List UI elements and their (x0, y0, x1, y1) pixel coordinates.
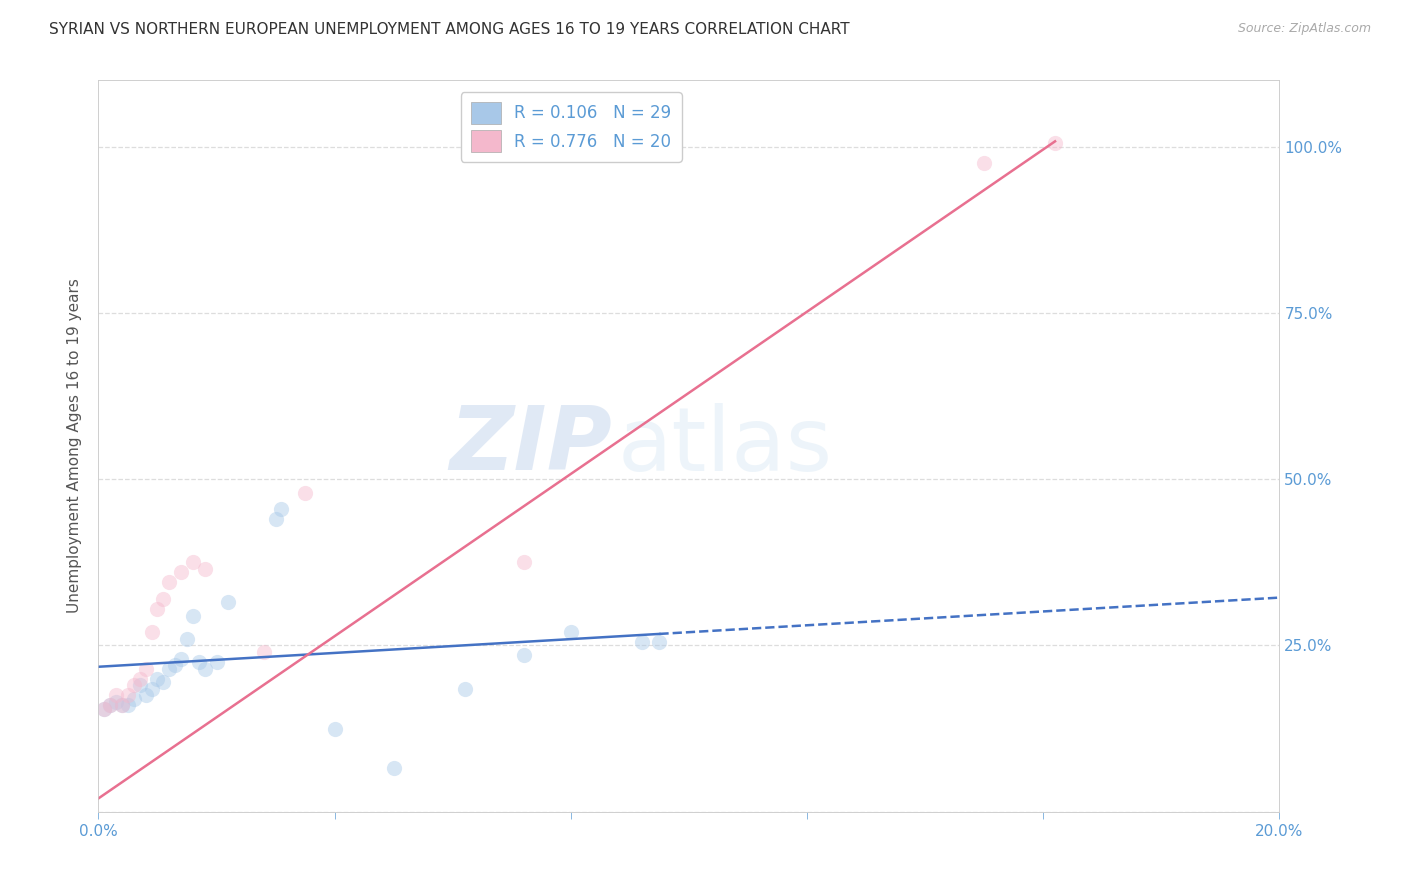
Point (253, 645, 276, 659)
Point (122, 678, 145, 692)
Point (157, 662, 180, 676)
Point (117, 689, 139, 703)
Point (141, 681, 163, 696)
Point (453, 681, 475, 696)
Point (630, 635, 652, 649)
Y-axis label: Unemployment Among Ages 16 to 19 years: Unemployment Among Ages 16 to 19 years (67, 278, 83, 614)
Point (264, 512, 287, 526)
Point (560, 625, 582, 640)
Point (152, 591, 174, 606)
Point (98, 698, 121, 713)
Point (205, 655, 228, 669)
Point (217, 595, 239, 609)
Point (146, 602, 169, 616)
Text: ZIP: ZIP (450, 402, 612, 490)
Point (1043, 136, 1066, 151)
Point (176, 632, 198, 646)
Point (187, 655, 209, 669)
Point (382, 762, 405, 776)
Legend: R = 0.106   N = 29, R = 0.776   N = 20: R = 0.106 N = 29, R = 0.776 N = 20 (461, 92, 682, 161)
Point (105, 695, 128, 709)
Point (323, 722, 346, 736)
Point (270, 502, 292, 516)
Point (170, 566, 193, 580)
Point (512, 648, 534, 663)
Point (98, 698, 121, 713)
Point (194, 662, 217, 676)
Point (165, 658, 187, 673)
Point (294, 485, 316, 500)
Point (111, 698, 134, 713)
Point (194, 562, 217, 576)
Point (122, 691, 145, 706)
Point (93, 701, 115, 715)
Point (105, 689, 128, 703)
Text: SYRIAN VS NORTHERN EUROPEAN UNEMPLOYMENT AMONG AGES 16 TO 19 YEARS CORRELATION C: SYRIAN VS NORTHERN EUROPEAN UNEMPLOYMENT… (49, 22, 849, 37)
Point (93, 701, 115, 715)
Point (128, 672, 150, 686)
Point (146, 672, 169, 686)
Point (512, 555, 534, 569)
Point (111, 698, 134, 713)
Point (117, 698, 139, 713)
Point (152, 675, 174, 690)
Text: Source: ZipAtlas.com: Source: ZipAtlas.com (1237, 22, 1371, 36)
Point (181, 555, 204, 569)
Text: atlas: atlas (619, 402, 834, 490)
Point (170, 652, 193, 666)
Point (973, 156, 995, 170)
Point (181, 608, 204, 623)
Point (135, 662, 157, 676)
Point (648, 635, 671, 649)
Point (128, 678, 150, 692)
Point (157, 575, 180, 590)
Point (141, 625, 163, 640)
Point (135, 689, 157, 703)
